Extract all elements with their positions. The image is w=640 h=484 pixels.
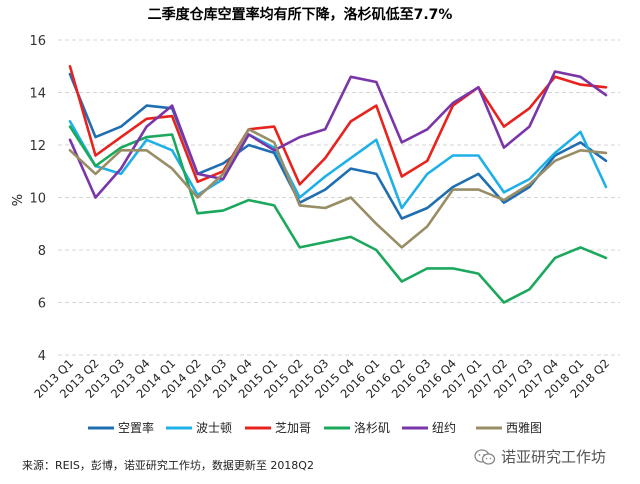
legend-label-2: 芝加哥	[275, 420, 311, 435]
y-tick-label: 4	[38, 349, 46, 364]
y-tick-label: 16	[29, 34, 46, 49]
legend-label-4: 纽约	[432, 420, 456, 435]
y-tick-label: 6	[38, 297, 46, 312]
legend-label-0: 空置率	[118, 420, 154, 435]
legend-label-1: 波士顿	[196, 421, 232, 435]
series-line-5	[68, 128, 608, 249]
y-tick-label: 12	[29, 139, 46, 154]
legend-label-3: 洛杉矶	[354, 420, 390, 435]
chart-title: 二季度仓库空置率均有所下降，洛杉矶低至7.7%	[148, 6, 453, 23]
series-line-1	[68, 120, 608, 210]
series-line-4	[68, 70, 608, 199]
series-line-0	[68, 72, 608, 220]
watermark: 诺亚研究工作坊	[474, 446, 606, 467]
y-axis-label: %	[11, 194, 26, 206]
legend-label-5: 西雅图	[506, 420, 542, 435]
y-tick-label: 8	[38, 244, 46, 259]
source-note: 来源：REIS，彭博，诺亚研究工作坊，数据更新至 2018Q2	[22, 459, 314, 472]
y-tick-label: 14	[29, 87, 46, 102]
y-tick-label: 10	[29, 192, 46, 207]
watermark-text: 诺亚研究工作坊	[501, 448, 607, 466]
series-line-3	[68, 125, 608, 304]
wechat-icon	[474, 448, 496, 465]
